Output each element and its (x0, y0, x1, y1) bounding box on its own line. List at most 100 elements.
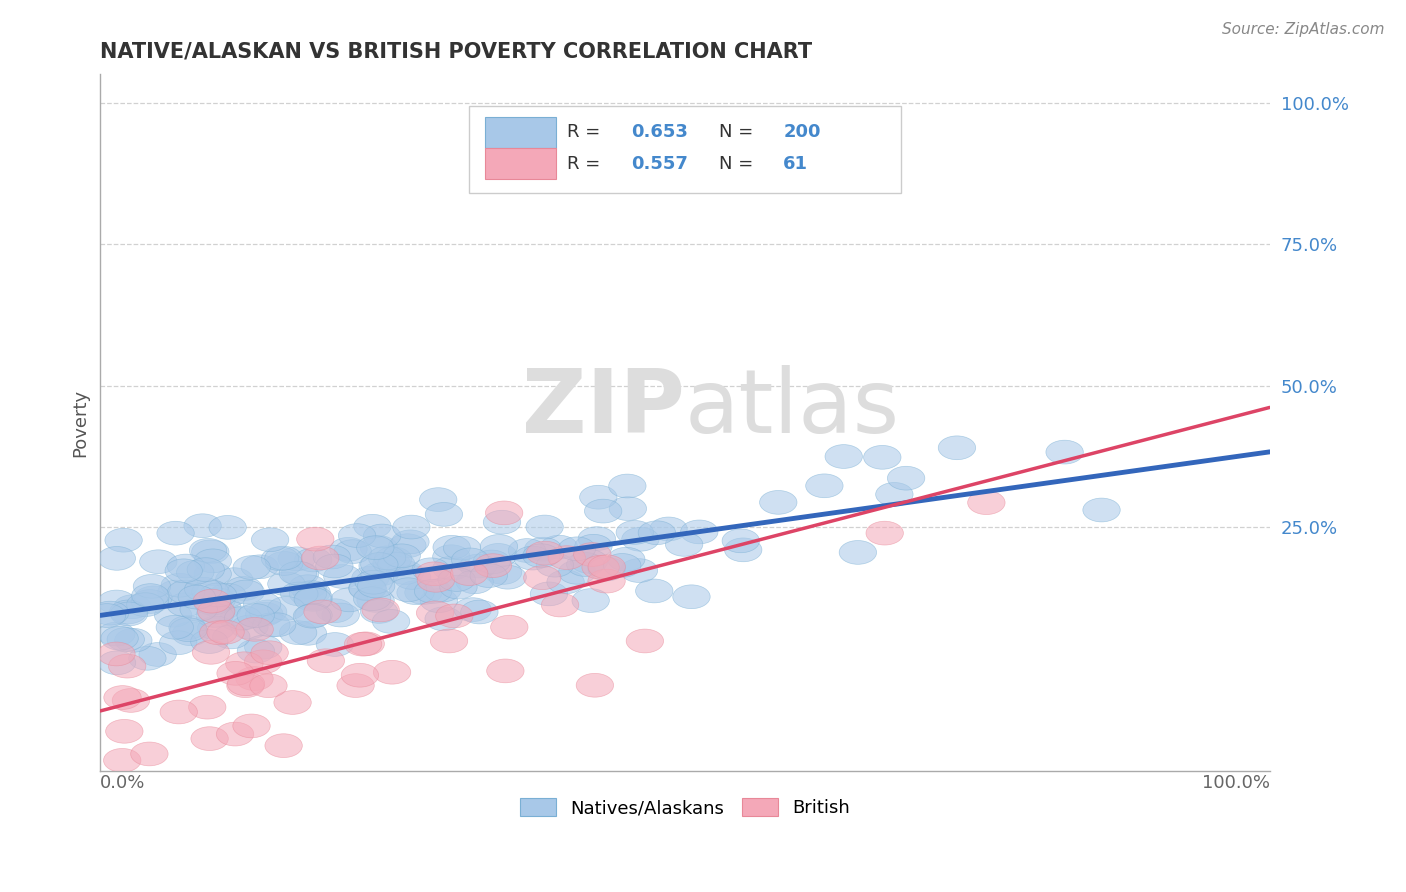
Ellipse shape (353, 587, 391, 611)
Ellipse shape (582, 556, 619, 579)
Ellipse shape (322, 603, 360, 627)
Ellipse shape (491, 615, 529, 639)
Text: 0.0%: 0.0% (100, 773, 146, 791)
Ellipse shape (281, 562, 319, 586)
Ellipse shape (486, 659, 524, 682)
Ellipse shape (190, 539, 226, 562)
Ellipse shape (155, 603, 191, 627)
Ellipse shape (316, 632, 354, 657)
Ellipse shape (607, 548, 645, 571)
Ellipse shape (295, 586, 333, 610)
Text: 0.653: 0.653 (631, 123, 688, 141)
Ellipse shape (588, 555, 626, 579)
Ellipse shape (876, 483, 912, 507)
Ellipse shape (349, 576, 387, 599)
Ellipse shape (430, 629, 468, 653)
Text: 61: 61 (783, 154, 808, 172)
Ellipse shape (139, 642, 176, 666)
Ellipse shape (620, 558, 658, 582)
FancyBboxPatch shape (468, 106, 901, 193)
Ellipse shape (131, 742, 169, 766)
Ellipse shape (349, 577, 387, 600)
Ellipse shape (98, 642, 135, 665)
Ellipse shape (212, 625, 250, 648)
Ellipse shape (292, 581, 330, 605)
Ellipse shape (267, 597, 305, 620)
Ellipse shape (536, 553, 574, 577)
Ellipse shape (156, 615, 194, 639)
Ellipse shape (294, 588, 332, 611)
Ellipse shape (101, 626, 138, 650)
Ellipse shape (157, 521, 194, 545)
Ellipse shape (193, 590, 231, 613)
Ellipse shape (249, 600, 287, 624)
Ellipse shape (225, 577, 263, 600)
Ellipse shape (330, 537, 367, 561)
Ellipse shape (354, 515, 391, 538)
Ellipse shape (139, 549, 177, 574)
Ellipse shape (425, 607, 463, 631)
Ellipse shape (665, 533, 703, 557)
Ellipse shape (127, 593, 165, 616)
Ellipse shape (342, 664, 378, 687)
Ellipse shape (357, 574, 395, 598)
Y-axis label: Poverty: Poverty (72, 389, 89, 457)
Ellipse shape (295, 604, 332, 627)
Ellipse shape (200, 583, 236, 607)
Ellipse shape (360, 553, 398, 576)
Ellipse shape (160, 700, 197, 724)
Ellipse shape (472, 550, 510, 574)
Ellipse shape (347, 632, 384, 656)
Ellipse shape (98, 651, 136, 674)
Ellipse shape (200, 621, 238, 645)
Ellipse shape (558, 537, 596, 561)
Ellipse shape (484, 560, 522, 584)
Ellipse shape (250, 640, 288, 665)
Ellipse shape (316, 554, 353, 578)
Ellipse shape (323, 565, 361, 589)
Ellipse shape (233, 556, 270, 580)
Ellipse shape (650, 517, 688, 541)
Ellipse shape (278, 547, 315, 571)
Ellipse shape (184, 577, 222, 601)
Ellipse shape (548, 546, 585, 569)
Ellipse shape (98, 591, 135, 614)
Ellipse shape (806, 474, 844, 498)
Ellipse shape (1046, 441, 1084, 464)
Ellipse shape (207, 620, 245, 644)
Ellipse shape (290, 622, 326, 645)
Ellipse shape (382, 544, 420, 567)
Ellipse shape (415, 580, 451, 603)
Ellipse shape (433, 535, 471, 559)
Text: 200: 200 (783, 123, 821, 141)
Ellipse shape (609, 497, 647, 521)
Ellipse shape (236, 617, 273, 641)
Ellipse shape (105, 528, 142, 552)
Ellipse shape (104, 748, 141, 772)
Text: atlas: atlas (685, 365, 900, 452)
Ellipse shape (368, 546, 406, 570)
Ellipse shape (339, 524, 375, 548)
Ellipse shape (194, 562, 232, 586)
Ellipse shape (416, 562, 453, 586)
Ellipse shape (236, 666, 273, 690)
Ellipse shape (479, 543, 517, 567)
Ellipse shape (541, 593, 579, 617)
Ellipse shape (246, 602, 283, 626)
Ellipse shape (259, 613, 295, 637)
Ellipse shape (245, 650, 281, 673)
Ellipse shape (374, 547, 412, 571)
Ellipse shape (967, 491, 1005, 515)
Text: ZIP: ZIP (522, 365, 685, 452)
Ellipse shape (523, 566, 561, 590)
Ellipse shape (115, 628, 152, 652)
Ellipse shape (389, 578, 427, 601)
Ellipse shape (167, 554, 205, 578)
Ellipse shape (110, 602, 148, 626)
Ellipse shape (344, 632, 382, 657)
Ellipse shape (225, 606, 262, 630)
Ellipse shape (839, 541, 876, 565)
Ellipse shape (437, 567, 475, 591)
Ellipse shape (547, 570, 585, 594)
Ellipse shape (167, 593, 204, 616)
